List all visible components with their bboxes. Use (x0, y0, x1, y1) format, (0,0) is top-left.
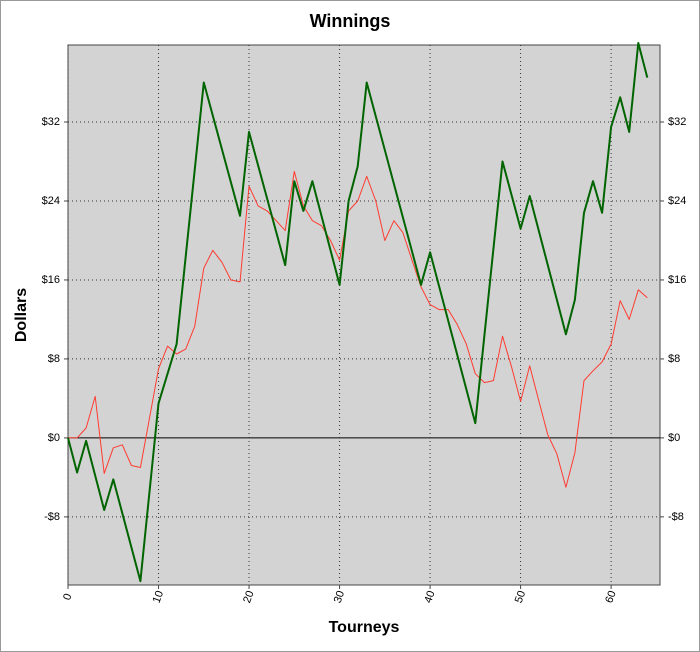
x-tick-label: 30 (332, 589, 347, 605)
x-tick-label: 10 (151, 589, 166, 605)
series-line (67, 42, 649, 583)
y2-tick-label: $0 (668, 432, 680, 444)
x-tick-label: 20 (241, 589, 256, 605)
y-axis-title: Dollars (13, 288, 30, 342)
x-tick-label: 50 (513, 589, 528, 605)
y2-tick-label: $16 (668, 274, 686, 286)
x-tick-label: 0 (61, 592, 74, 602)
chart-title: Winnings (310, 11, 391, 31)
y2-tick-label: -$8 (668, 511, 684, 523)
y-tick-label: $32 (42, 116, 60, 128)
x-axis-title: Tourneys (329, 619, 400, 636)
series-line (68, 170, 648, 488)
y-tick-label: $24 (42, 195, 60, 207)
x-tick-label: 60 (603, 589, 618, 605)
y-tick-label: -$8 (44, 511, 60, 523)
y-tick-label: $16 (42, 274, 60, 286)
y2-tick-label: $8 (668, 353, 680, 365)
y2-tick-label: $32 (668, 116, 686, 128)
x-tick-label: 40 (422, 589, 437, 605)
y-tick-label: $0 (48, 432, 60, 444)
y-tick-label: $8 (48, 353, 60, 365)
y2-tick-label: $24 (668, 195, 686, 207)
